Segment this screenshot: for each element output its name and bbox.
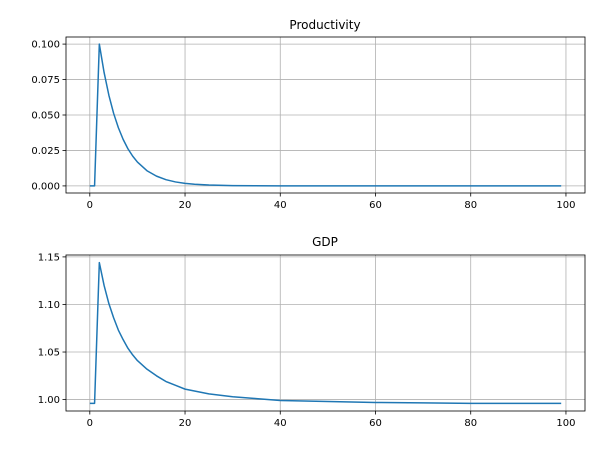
x-tick-label: 20 bbox=[179, 418, 192, 429]
series-line bbox=[89, 261, 562, 405]
x-tick-label: 60 bbox=[369, 200, 382, 211]
y-tick-label: 0.050 bbox=[31, 111, 60, 122]
x-tick-label: 100 bbox=[556, 418, 575, 429]
gdp-panel: GDP 0 20 40 60 80 100 1.00 1.05 1.10 1.15 bbox=[38, 235, 586, 429]
x-tick-label: 0 bbox=[87, 418, 93, 429]
productivity-panel: Productivity 0 20 40 60 80 100 0.000 0.025 0.050… bbox=[31, 18, 586, 211]
x-tick-label: 80 bbox=[464, 418, 477, 429]
chart-title: Productivity bbox=[289, 18, 360, 32]
y-tick-label: 1.00 bbox=[38, 395, 60, 406]
y-tick-label: 0.025 bbox=[31, 146, 60, 157]
x-tick-label: 80 bbox=[464, 200, 477, 211]
y-tick-label: 1.15 bbox=[38, 252, 60, 263]
y-tick-label: 1.05 bbox=[38, 348, 60, 359]
x-tick-label: 20 bbox=[179, 200, 192, 211]
chart-title: GDP bbox=[312, 235, 338, 249]
x-tick-label: 0 bbox=[87, 200, 93, 211]
y-tick-label: 0.100 bbox=[31, 40, 60, 51]
x-tick-label: 60 bbox=[369, 418, 382, 429]
x-tick-label: 100 bbox=[556, 200, 575, 211]
x-tick-label: 40 bbox=[274, 200, 287, 211]
series-line bbox=[89, 43, 562, 187]
y-tick-label: 1.10 bbox=[38, 300, 60, 311]
plot-frame bbox=[65, 254, 586, 412]
y-tick-label: 0.000 bbox=[31, 181, 60, 192]
y-tick-label: 0.075 bbox=[31, 75, 60, 86]
x-tick-label: 40 bbox=[274, 418, 287, 429]
